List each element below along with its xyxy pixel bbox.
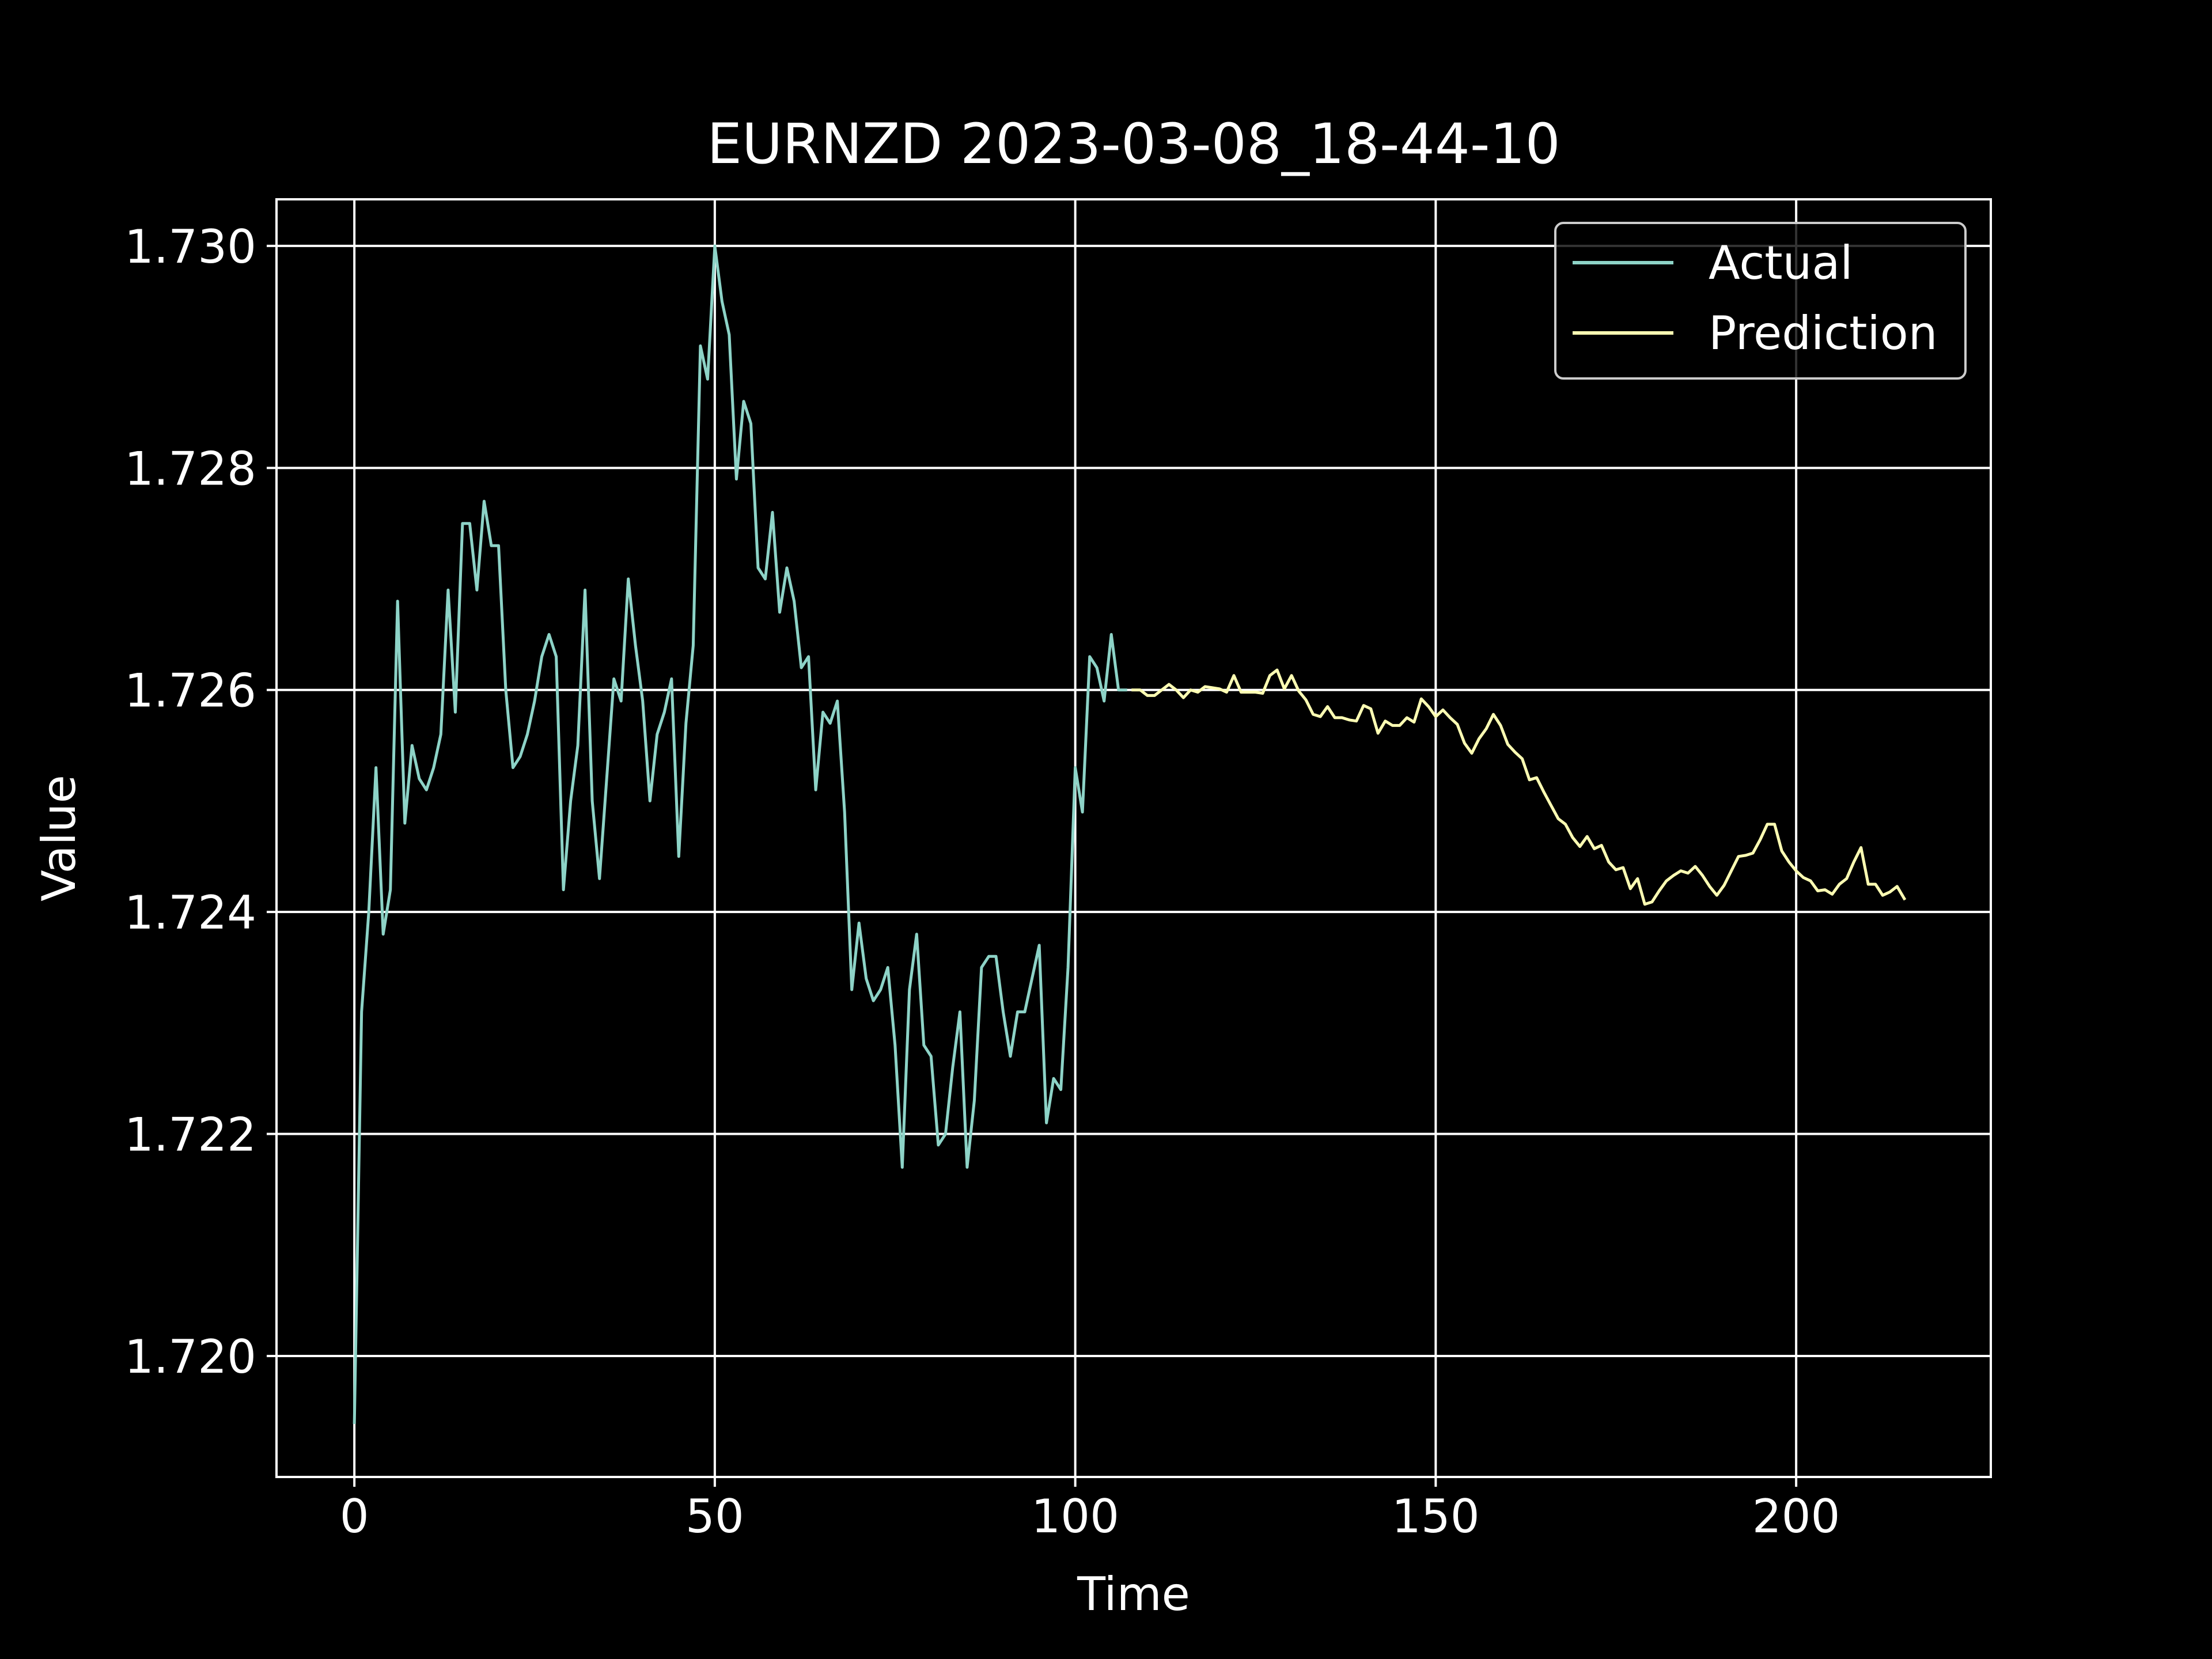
x-axis: 0 50 100 150 200 [340,1477,1840,1543]
y-axis: 1.720 1.722 1.724 1.726 1.728 1.730 [124,220,276,1384]
y-tick-label: 1.726 [124,664,256,718]
y-tick-label: 1.720 [124,1330,256,1384]
y-axis-label: Value [32,775,86,902]
series-line-actual [353,244,1127,1425]
y-tick-label: 1.728 [124,442,256,495]
x-tick-label: 50 [685,1490,744,1543]
legend-label-prediction: Prediction [1709,306,1937,360]
x-tick-label: 100 [1031,1490,1119,1543]
chart-title: EURNZD 2023-03-08_18-44-10 [707,112,1560,176]
legend: Actual Prediction [1554,222,1967,380]
axes-frame [275,198,1992,1478]
series-line-prediction [1131,668,1907,906]
series-layer [353,244,1907,1425]
x-tick-label: 150 [1392,1490,1480,1543]
x-tick-label: 0 [340,1490,369,1543]
y-tick-label: 1.724 [124,886,256,940]
x-axis-label: Time [1077,1567,1190,1621]
y-tick-label: 1.722 [124,1108,256,1162]
x-tick-label: 200 [1752,1490,1840,1543]
y-tick-label: 1.730 [124,220,256,274]
legend-label-actual: Actual [1709,236,1853,290]
